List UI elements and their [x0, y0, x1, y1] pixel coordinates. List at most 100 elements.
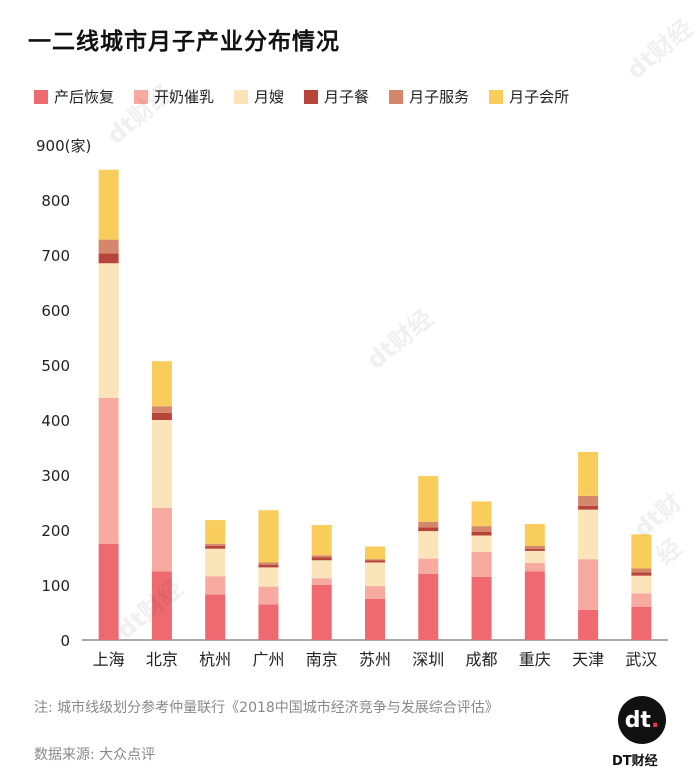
data-source: 数据来源: 大众点评	[34, 747, 156, 763]
bar-segment	[578, 559, 599, 610]
legend-label: 月子服务	[409, 88, 470, 106]
y-tick-label: 0	[60, 632, 70, 650]
bar-segment	[418, 476, 439, 522]
bar-segment	[258, 562, 279, 565]
y-tick-label: 800	[41, 192, 70, 210]
legend-label: 开奶催乳	[154, 88, 215, 106]
brand-name: DT财经	[612, 754, 658, 769]
bar-segment	[418, 531, 439, 559]
x-tick-label: 苏州	[359, 650, 391, 669]
bar-segment	[365, 546, 385, 560]
x-tick-label: 杭州	[199, 650, 231, 669]
bar-segment	[98, 169, 119, 240]
bar-segment	[151, 571, 172, 640]
bar-segment	[365, 562, 385, 587]
bar-segment	[151, 361, 172, 407]
legend-item: 月嫂	[234, 86, 284, 107]
legend-swatch	[34, 89, 48, 104]
footnote: 注: 城市线级划分参考仲量联行《2018中国城市经济竞争与发展综合评估》	[34, 700, 499, 716]
legend-item: 月子会所	[489, 86, 569, 107]
x-tick-label: 成都	[466, 650, 498, 669]
bar-segment	[258, 564, 279, 568]
bar-segment	[151, 406, 172, 413]
bar-segment	[471, 501, 492, 527]
bar-segment	[258, 604, 279, 640]
legend-item: 月子餐	[304, 86, 369, 107]
bar-segment	[311, 525, 332, 556]
bar-segment	[524, 548, 545, 551]
legend-swatch	[234, 89, 249, 104]
x-tick-label: 武汉	[625, 650, 657, 669]
y-tick-label: 700	[41, 247, 70, 265]
bar-segment	[98, 543, 119, 640]
x-tick-label: 天津	[572, 650, 604, 669]
y-tick-label: 200	[41, 522, 70, 540]
logo-text: dt	[624, 707, 651, 733]
x-tick-label: 广州	[252, 650, 284, 669]
bar-segment	[205, 520, 226, 544]
x-tick-label: 北京	[146, 650, 178, 669]
legend-label: 月子会所	[509, 88, 570, 106]
bar-segment	[524, 523, 545, 546]
bar-segment	[365, 586, 385, 599]
bar-segment	[311, 585, 332, 640]
bar-segment	[524, 550, 545, 563]
bar-segment	[578, 505, 599, 510]
bar-segment	[524, 563, 545, 572]
bar-segment	[631, 534, 652, 569]
bar-segment	[151, 420, 172, 508]
bar-segment	[578, 451, 599, 496]
bar-segment	[418, 574, 439, 640]
bar-segment	[151, 508, 172, 572]
x-tick-label: 南京	[306, 650, 338, 669]
bar-segment	[205, 548, 226, 577]
x-tick-label: 上海	[93, 650, 125, 669]
bar-segment	[578, 609, 599, 640]
legend-swatch	[389, 89, 404, 104]
bar-segment	[205, 576, 226, 595]
legend-label: 月嫂	[254, 88, 285, 106]
bar-segment	[471, 535, 492, 552]
legend-item: 开奶催乳	[134, 86, 214, 107]
x-tick-label: 重庆	[519, 650, 551, 669]
bar-segment	[311, 578, 332, 585]
bar-segment	[471, 531, 492, 536]
bar-segment	[418, 521, 439, 528]
legend-swatch	[489, 89, 504, 104]
legend-label: 月子餐	[324, 88, 370, 106]
bar-segment	[631, 575, 652, 594]
bar-segment	[151, 412, 172, 420]
y-tick-label: 400	[41, 412, 70, 430]
bar-segment	[471, 576, 492, 640]
bar-segment	[258, 510, 279, 563]
y-tick-label: 600	[41, 302, 70, 320]
bar-segment	[311, 555, 332, 558]
bar-segment	[98, 263, 119, 398]
bar-segment	[631, 568, 652, 573]
legend: 产后恢复 开奶催乳 月嫂 月子餐 月子服务 月子会所	[34, 86, 589, 107]
legend-item: 月子服务	[389, 86, 469, 107]
y-tick-label: 100	[41, 577, 70, 595]
bar-segment	[311, 557, 332, 561]
bar-segment	[365, 559, 385, 561]
bar-segment	[471, 526, 492, 532]
y-tick-label: 500	[41, 357, 70, 375]
bar-segment	[578, 509, 599, 560]
bar-segment	[98, 239, 119, 254]
bar-segment	[311, 560, 332, 579]
bar-segment	[418, 527, 439, 532]
bar-segment	[418, 558, 439, 574]
bar-segment	[205, 543, 226, 546]
legend-swatch	[134, 89, 149, 104]
y-axis-unit-label: 900(家)	[36, 137, 91, 155]
bar-segment	[365, 560, 385, 563]
bar-segment	[524, 571, 545, 640]
bar-segment	[631, 607, 652, 640]
x-tick-label: 深圳	[412, 650, 444, 669]
brand-logo-icon: dt.	[618, 696, 666, 744]
bar-segment	[524, 545, 545, 549]
bar-segment	[98, 398, 119, 544]
bar-segment	[258, 567, 279, 587]
bar-segment	[365, 598, 385, 640]
bar-segment	[631, 572, 652, 576]
